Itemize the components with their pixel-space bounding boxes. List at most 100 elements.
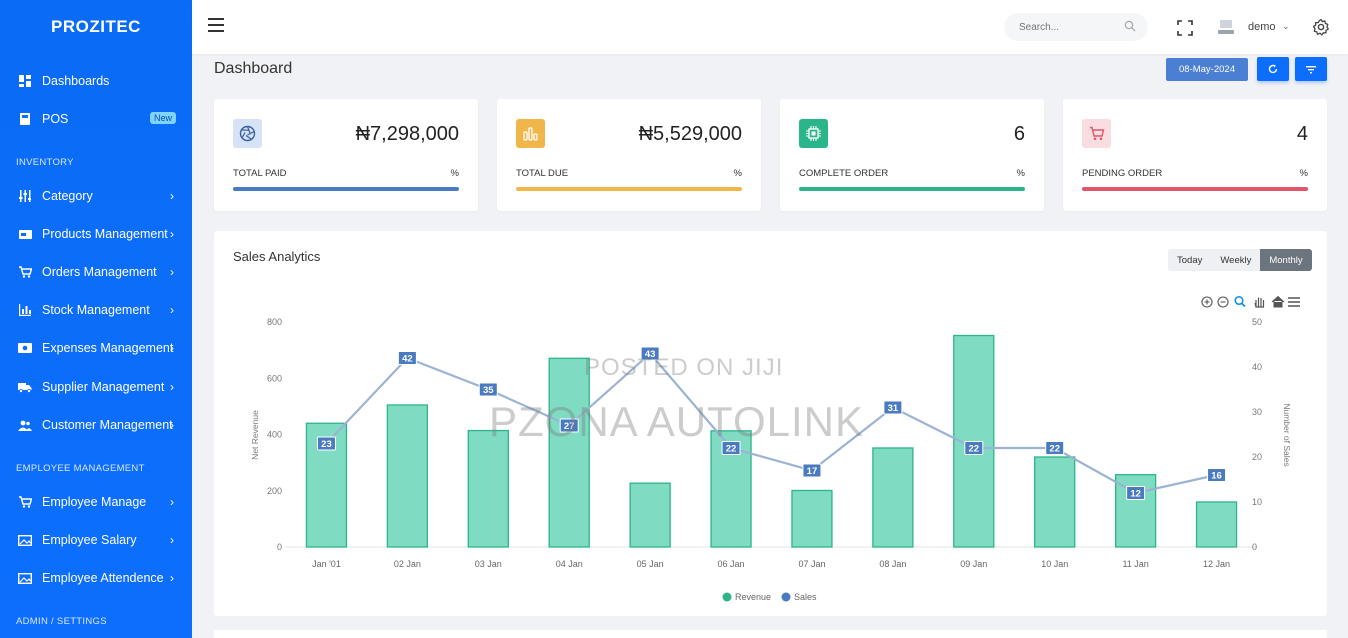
x-tick-label: 09 Jan bbox=[960, 559, 987, 569]
data-label-box bbox=[478, 382, 498, 397]
dashboard-icon bbox=[18, 74, 32, 88]
legend-label-revenue: Revenue bbox=[735, 592, 771, 602]
x-tick-label: 06 Jan bbox=[718, 559, 745, 569]
money-icon bbox=[18, 341, 32, 355]
sidebar-item-label: Orders Management bbox=[42, 265, 157, 279]
chevron-right-icon: › bbox=[170, 533, 174, 547]
home-icon[interactable] bbox=[1271, 295, 1285, 308]
sidebar-item-label: Expenses Management bbox=[42, 341, 174, 355]
magnifier-icon[interactable] bbox=[1234, 295, 1246, 308]
data-label-box bbox=[964, 441, 984, 455]
tab-monthly[interactable]: Monthly bbox=[1260, 249, 1312, 271]
sidebar-item-supplier[interactable]: Supplier Management › bbox=[0, 372, 192, 402]
sales-data-label: 17 bbox=[802, 463, 822, 478]
sidebar-item-employee-salary[interactable]: Employee Salary › bbox=[0, 525, 192, 555]
cart-icon bbox=[18, 495, 32, 509]
zoom-in-icon[interactable] bbox=[1201, 296, 1213, 308]
data-label-text: 22 bbox=[969, 444, 980, 455]
data-label-box bbox=[397, 351, 417, 365]
pan-hand-icon[interactable] bbox=[1254, 297, 1265, 308]
chart-bar bbox=[629, 482, 671, 548]
data-label-text: 35 bbox=[483, 385, 494, 396]
sidebar-item-label: Employee Salary bbox=[42, 533, 137, 547]
tab-weekly[interactable]: Weekly bbox=[1211, 249, 1261, 271]
menu-icon[interactable] bbox=[208, 18, 224, 32]
stat-progress-bar bbox=[233, 187, 459, 191]
data-label-box bbox=[802, 463, 822, 478]
x-tick-label: 05 Jan bbox=[637, 559, 664, 569]
pos-icon bbox=[18, 112, 32, 126]
refresh-button[interactable] bbox=[1257, 57, 1289, 81]
avatar[interactable] bbox=[1216, 18, 1236, 36]
y-tick-label: 0 bbox=[277, 542, 282, 552]
users-icon bbox=[18, 418, 32, 432]
search-icon[interactable] bbox=[1124, 20, 1136, 32]
watermark-line1: POSTED ON JIJI bbox=[584, 354, 784, 381]
sidebar-item-expenses[interactable]: Expenses Management › bbox=[0, 333, 192, 363]
gear-icon[interactable] bbox=[1312, 18, 1330, 36]
stat-value: 6 bbox=[1013, 123, 1025, 145]
y-tick-label: 200 bbox=[267, 486, 282, 496]
x-tick-label: 02 Jan bbox=[394, 559, 421, 569]
search-input[interactable] bbox=[1004, 13, 1148, 41]
sales-data-label: 23 bbox=[316, 436, 336, 451]
user-name[interactable]: demo bbox=[1248, 21, 1276, 33]
data-label-box bbox=[721, 441, 741, 455]
data-label-box bbox=[316, 436, 336, 451]
stat-label: PENDING ORDER bbox=[1082, 168, 1163, 179]
data-label-box bbox=[1207, 468, 1227, 482]
chart-bar bbox=[1195, 501, 1238, 548]
chevron-right-icon: › bbox=[170, 303, 174, 317]
page-title: Dashboard bbox=[214, 60, 293, 77]
sales-data-label: 27 bbox=[559, 418, 579, 433]
stat-card-total-paid: ₦7,298,000 TOTAL PAID % bbox=[214, 99, 478, 211]
chevron-down-icon[interactable]: ⌄ bbox=[1282, 21, 1290, 31]
sidebar-item-products[interactable]: Products Management › bbox=[0, 219, 192, 249]
sidebar-item-customer[interactable]: Customer Management › bbox=[0, 410, 192, 440]
date-picker-button[interactable]: 08-May-2024 bbox=[1166, 58, 1248, 81]
zoom-out-icon[interactable] bbox=[1217, 296, 1229, 308]
stat-percent: % bbox=[733, 168, 742, 179]
section-inventory: INVENTORY bbox=[16, 157, 74, 168]
sidebar-item-pos[interactable]: POS New bbox=[0, 104, 192, 134]
bar-chart-icon bbox=[18, 303, 32, 317]
sidebar-item-category[interactable]: Category › bbox=[0, 181, 192, 211]
stat-progress-bar bbox=[1082, 187, 1308, 191]
sidebar-item-dashboards[interactable]: Dashboards bbox=[0, 66, 192, 96]
sidebar-item-employee-attendence[interactable]: Employee Attendence › bbox=[0, 563, 192, 593]
fullscreen-icon[interactable] bbox=[1177, 20, 1193, 36]
stat-progress-bar bbox=[799, 187, 1025, 191]
sales-data-label: 22 bbox=[1045, 441, 1065, 455]
y-axis-label: Net Revenue bbox=[250, 410, 260, 460]
sidebar-item-label: Dashboards bbox=[42, 74, 110, 88]
stat-label: COMPLETE ORDER bbox=[799, 168, 889, 179]
tab-today[interactable]: Today bbox=[1168, 249, 1212, 271]
filter-button[interactable] bbox=[1295, 57, 1327, 81]
sales-data-label: 22 bbox=[721, 441, 741, 455]
data-label-box bbox=[559, 418, 579, 433]
chart-bar bbox=[1034, 456, 1076, 548]
bar-chart-icon bbox=[516, 119, 545, 148]
data-label-box bbox=[883, 400, 903, 415]
data-label-text: 22 bbox=[1049, 444, 1060, 455]
y2-tick-label: 10 bbox=[1252, 497, 1262, 507]
image-icon bbox=[18, 571, 32, 585]
cpu-icon bbox=[799, 119, 828, 148]
topbar: demo ⌄ bbox=[192, 0, 1348, 54]
stat-percent: % bbox=[1299, 168, 1308, 179]
sidebar-item-orders[interactable]: Orders Management › bbox=[0, 257, 192, 287]
sales-data-label: 43 bbox=[640, 346, 660, 361]
data-label-box bbox=[1045, 441, 1065, 455]
stat-label: TOTAL PAID bbox=[233, 168, 287, 179]
chart-menu-icon[interactable] bbox=[1288, 297, 1300, 307]
sales-data-label: 16 bbox=[1207, 468, 1227, 482]
data-label-box bbox=[640, 346, 660, 361]
brand-logo[interactable]: PROZITEC bbox=[51, 17, 141, 36]
sidebar-item-employee-manage[interactable]: Employee Manage › bbox=[0, 487, 192, 517]
y2-tick-label: 50 bbox=[1252, 317, 1262, 327]
sidebar-item-stock[interactable]: Stock Management › bbox=[0, 295, 192, 325]
data-label-box bbox=[1126, 486, 1146, 500]
section-employee-management: EMPLOYEE MANAGEMENT bbox=[16, 463, 145, 474]
chevron-right-icon: › bbox=[170, 341, 174, 355]
sales-line bbox=[325, 351, 1217, 495]
